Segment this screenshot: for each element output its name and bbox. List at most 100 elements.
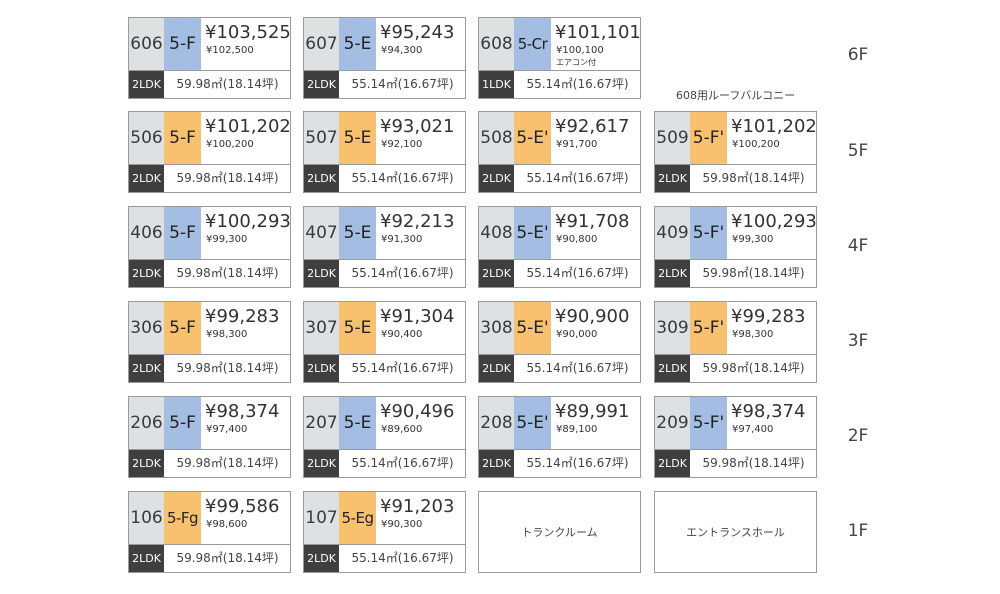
divider (479, 164, 640, 165)
room-number: 106 (129, 492, 164, 544)
unit-card-307[interactable]: 307 5-E ¥91,304 ¥90,400 2LDK 55.14㎡(16.6… (303, 301, 466, 383)
rent-price: ¥101,101 (555, 22, 641, 43)
rent-price-sub: ¥99,300 (732, 234, 774, 245)
unit-type: 5-Cr (514, 18, 551, 70)
divider (479, 259, 640, 260)
floor-area: 59.98㎡(18.14坪) (176, 551, 279, 565)
layout-badge: 2LDK (655, 355, 690, 382)
unit-card-208[interactable]: 208 5-E' ¥89,991 ¥89,100 2LDK 55.14㎡(16.… (478, 396, 641, 478)
layout-badge: 2LDK (304, 545, 339, 572)
unit-card-207[interactable]: 207 5-E ¥90,496 ¥89,600 2LDK 55.14㎡(16.6… (303, 396, 466, 478)
unit-card-606[interactable]: 606 5-F ¥103,525 ¥102,500 2LDK 59.98㎡(18… (128, 17, 291, 99)
unit-type: 5-E' (514, 397, 551, 449)
unit-type: 5-Fg (164, 492, 201, 544)
layout-badge: 2LDK (655, 165, 690, 192)
unit-card-209[interactable]: 209 5-F' ¥98,374 ¥97,400 2LDK 59.98㎡(18.… (654, 396, 817, 478)
rent-price: ¥99,586 (205, 496, 280, 517)
rent-price: ¥91,304 (380, 306, 455, 327)
divider (304, 449, 465, 450)
unit-card-509[interactable]: 509 5-F' ¥101,202 ¥100,200 2LDK 59.98㎡(1… (654, 111, 817, 193)
layout-badge: 2LDK (129, 71, 164, 98)
unit-type: 5-Eg (339, 492, 376, 544)
unit-card-508[interactable]: 508 5-E' ¥92,617 ¥91,700 2LDK 55.14㎡(16.… (478, 111, 641, 193)
rent-price: ¥92,617 (555, 116, 630, 137)
floor-area: 55.14㎡(16.67坪) (351, 77, 454, 91)
layout-badge: 2LDK (129, 165, 164, 192)
aircon-note: エアコン付 (556, 58, 596, 67)
unit-card-507[interactable]: 507 5-E ¥93,021 ¥92,100 2LDK 55.14㎡(16.6… (303, 111, 466, 193)
unit-card-407[interactable]: 407 5-E ¥92,213 ¥91,300 2LDK 55.14㎡(16.6… (303, 206, 466, 288)
divider (479, 449, 640, 450)
layout-badge: 2LDK (304, 355, 339, 382)
rent-price: ¥91,203 (380, 496, 455, 517)
room-number: 408 (479, 207, 514, 259)
layout-badge: 2LDK (304, 165, 339, 192)
unit-card-106[interactable]: 106 5-Fg ¥99,586 ¥98,600 2LDK 59.98㎡(18.… (128, 491, 291, 573)
unit-card-408[interactable]: 408 5-E' ¥91,708 ¥90,800 2LDK 55.14㎡(16.… (478, 206, 641, 288)
unit-card-107[interactable]: 107 5-Eg ¥91,203 ¥90,300 2LDK 55.14㎡(16.… (303, 491, 466, 573)
rent-price: ¥98,374 (205, 401, 280, 422)
rent-price-sub: ¥100,200 (206, 139, 254, 150)
rent-price: ¥100,293 (205, 211, 291, 232)
room-number: 606 (129, 18, 164, 70)
unit-card-308[interactable]: 308 5-E' ¥90,900 ¥90,000 2LDK 55.14㎡(16.… (478, 301, 641, 383)
divider (129, 544, 290, 545)
rent-price: ¥100,293 (731, 211, 817, 232)
divider (129, 449, 290, 450)
divider (655, 449, 816, 450)
unit-card-607[interactable]: 607 5-E ¥95,243 ¥94,300 2LDK 55.14㎡(16.6… (303, 17, 466, 99)
floor-area: 55.14㎡(16.67坪) (351, 456, 454, 470)
rent-price: ¥91,708 (555, 211, 630, 232)
layout-badge: 2LDK (479, 355, 514, 382)
rent-price-sub: ¥98,600 (206, 519, 248, 530)
divider (655, 259, 816, 260)
floor-area: 55.14㎡(16.67坪) (526, 456, 629, 470)
unit-card-406[interactable]: 406 5-F ¥100,293 ¥99,300 2LDK 59.98㎡(18.… (128, 206, 291, 288)
unit-type: 5-F' (690, 112, 727, 164)
unit-card-409[interactable]: 409 5-F' ¥100,293 ¥99,300 2LDK 59.98㎡(18… (654, 206, 817, 288)
floor-area: 59.98㎡(18.14坪) (702, 456, 805, 470)
floor-area: 59.98㎡(18.14坪) (702, 171, 805, 185)
unit-type: 5-E (339, 112, 376, 164)
rent-price: ¥99,283 (731, 306, 806, 327)
divider (129, 354, 290, 355)
rent-price-sub: ¥91,700 (556, 139, 598, 150)
floor-label-4f: 4F (847, 236, 869, 256)
room-number: 607 (304, 18, 339, 70)
floor-area: 59.98㎡(18.14坪) (176, 361, 279, 375)
layout-badge: 2LDK (129, 450, 164, 477)
layout-badge: 2LDK (304, 71, 339, 98)
layout-badge: 2LDK (129, 260, 164, 287)
floor-label-1f: 1F (847, 521, 869, 541)
rent-price-sub: ¥90,800 (556, 234, 598, 245)
room-number: 407 (304, 207, 339, 259)
unit-type: 5-F (164, 18, 201, 70)
rent-price: ¥101,202 (731, 116, 817, 137)
unit-card-309[interactable]: 309 5-F' ¥99,283 ¥98,300 2LDK 59.98㎡(18.… (654, 301, 817, 383)
room-number: 207 (304, 397, 339, 449)
room-number: 107 (304, 492, 339, 544)
unit-type: 5-E (339, 207, 376, 259)
floor-area: 55.14㎡(16.67坪) (351, 361, 454, 375)
entrance-hall-box: エントランスホール (654, 491, 817, 573)
unit-card-506[interactable]: 506 5-F ¥101,202 ¥100,200 2LDK 59.98㎡(18… (128, 111, 291, 193)
layout-badge: 2LDK (479, 450, 514, 477)
unit-card-206[interactable]: 206 5-F ¥98,374 ¥97,400 2LDK 59.98㎡(18.1… (128, 396, 291, 478)
divider (304, 354, 465, 355)
floor-area: 59.98㎡(18.14坪) (702, 266, 805, 280)
divider (655, 354, 816, 355)
room-number: 509 (655, 112, 690, 164)
unit-type: 5-F' (690, 397, 727, 449)
unit-card-306[interactable]: 306 5-F ¥99,283 ¥98,300 2LDK 59.98㎡(18.1… (128, 301, 291, 383)
floor-label-5f: 5F (847, 141, 869, 161)
rent-price-sub: ¥90,400 (381, 329, 423, 340)
room-number: 209 (655, 397, 690, 449)
layout-badge: 1LDK (479, 71, 514, 98)
floor-area: 55.14㎡(16.67坪) (526, 266, 629, 280)
unit-card-608[interactable]: 608 5-Cr ¥101,101 ¥100,100 エアコン付 1LDK 55… (478, 17, 641, 99)
divider (479, 70, 640, 71)
divider (129, 70, 290, 71)
rent-price: ¥101,202 (205, 116, 291, 137)
floor-area: 59.98㎡(18.14坪) (176, 77, 279, 91)
trunk-room-box: トランクルーム (478, 491, 641, 573)
